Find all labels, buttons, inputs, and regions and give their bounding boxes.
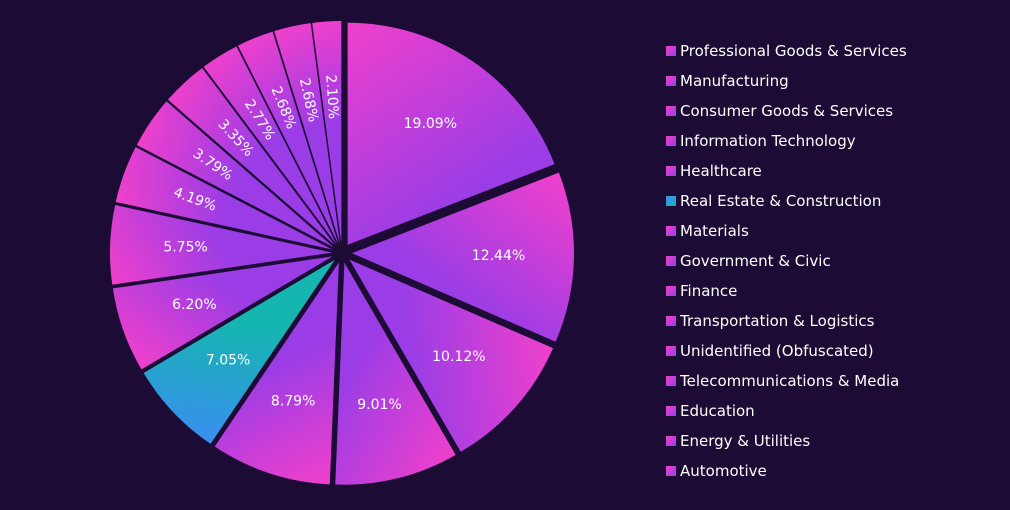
legend-swatch [666, 136, 676, 146]
legend-label: Unidentified (Obfuscated) [680, 342, 874, 360]
legend-label: Finance [680, 282, 738, 300]
legend-label: Transportation & Logistics [680, 312, 875, 330]
legend-item[interactable]: Education [666, 396, 1006, 426]
legend-swatch [666, 106, 676, 116]
legend-swatch [666, 286, 676, 296]
legend-label: Education [680, 402, 755, 420]
legend-item[interactable]: Government & Civic [666, 246, 1006, 276]
pie-slice[interactable] [143, 259, 335, 444]
pie-slice[interactable] [274, 23, 340, 244]
legend-item[interactable]: Materials [666, 216, 1006, 246]
legend-label: Materials [680, 222, 749, 240]
pie-slice[interactable] [347, 22, 555, 245]
slice-value-label: 12.44% [472, 248, 525, 264]
legend-label: Energy & Utilities [680, 432, 811, 450]
legend-label: Information Technology [680, 132, 856, 150]
legend-item[interactable]: Telecommunications & Media [666, 366, 1006, 396]
legend-label: Telecommunications & Media [680, 372, 900, 390]
legend-item[interactable]: Healthcare [666, 156, 1006, 186]
pie-slices [110, 21, 574, 485]
legend-label: Healthcare [680, 162, 762, 180]
legend-item[interactable]: Unidentified (Obfuscated) [666, 336, 1006, 366]
pie-slice[interactable] [237, 31, 339, 244]
legend-swatch [666, 76, 676, 86]
legend-item[interactable]: Finance [666, 276, 1006, 306]
pie-slice[interactable] [203, 46, 337, 245]
legend-item[interactable]: Professional Goods & Services [666, 36, 1006, 66]
legend-swatch [666, 46, 676, 56]
pie-slice[interactable] [136, 101, 334, 248]
legend-swatch [666, 256, 676, 266]
legend-item[interactable]: Automotive [666, 456, 1006, 486]
legend-swatch [666, 226, 676, 236]
legend-label: Professional Goods & Services [680, 42, 907, 60]
slice-value-label: 5.75% [163, 239, 207, 255]
legend-item[interactable]: Energy & Utilities [666, 426, 1006, 456]
legend-item[interactable]: Transportation & Logistics [666, 306, 1006, 336]
legend-item[interactable]: Manufacturing [666, 66, 1006, 96]
legend-swatch [666, 376, 676, 386]
legend-item[interactable]: Real Estate & Construction [666, 186, 1006, 216]
legend-label: Automotive [680, 462, 767, 480]
legend-item[interactable]: Information Technology [666, 126, 1006, 156]
legend-swatch [666, 436, 676, 446]
legend-swatch [666, 166, 676, 176]
legend-item[interactable]: Consumer Goods & Services [666, 96, 1006, 126]
pie-slice[interactable] [335, 262, 456, 485]
slice-value-label: 10.12% [432, 349, 485, 365]
legend-swatch [666, 346, 676, 356]
pie-slice[interactable] [214, 262, 339, 485]
slice-value-label: 6.20% [172, 297, 216, 313]
pie-slice[interactable] [112, 256, 333, 370]
pie-slice[interactable] [110, 205, 333, 285]
slice-value-label: 19.09% [404, 116, 457, 132]
legend-swatch [666, 406, 676, 416]
pie-slice[interactable] [312, 21, 342, 244]
legend-swatch [666, 466, 676, 476]
slice-value-label: 7.05% [206, 352, 250, 368]
legend-swatch [666, 316, 676, 326]
pie-slice[interactable] [167, 67, 336, 246]
slice-value-label: 9.01% [357, 397, 401, 413]
pie-slice[interactable] [351, 172, 574, 342]
legend-label: Real Estate & Construction [680, 192, 882, 210]
legend-label: Government & Civic [680, 252, 831, 270]
pie-slice[interactable] [115, 147, 333, 250]
pie-slice[interactable] [349, 259, 554, 452]
legend-label: Consumer Goods & Services [680, 102, 894, 120]
legend-swatch [666, 196, 676, 206]
slice-value-label: 8.79% [271, 394, 315, 410]
chart-legend: Professional Goods & Services Manufacturi… [666, 36, 1006, 486]
slice-value-label: 2.10% [322, 74, 341, 119]
legend-label: Manufacturing [680, 72, 789, 90]
